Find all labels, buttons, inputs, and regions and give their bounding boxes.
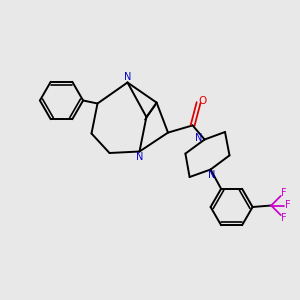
Text: F: F xyxy=(281,213,286,223)
Text: N: N xyxy=(124,72,132,82)
Text: F: F xyxy=(281,188,286,198)
Text: N: N xyxy=(195,133,202,143)
Text: O: O xyxy=(198,96,207,106)
Text: F: F xyxy=(286,200,291,211)
Text: N: N xyxy=(208,170,215,181)
Text: N: N xyxy=(136,152,144,162)
